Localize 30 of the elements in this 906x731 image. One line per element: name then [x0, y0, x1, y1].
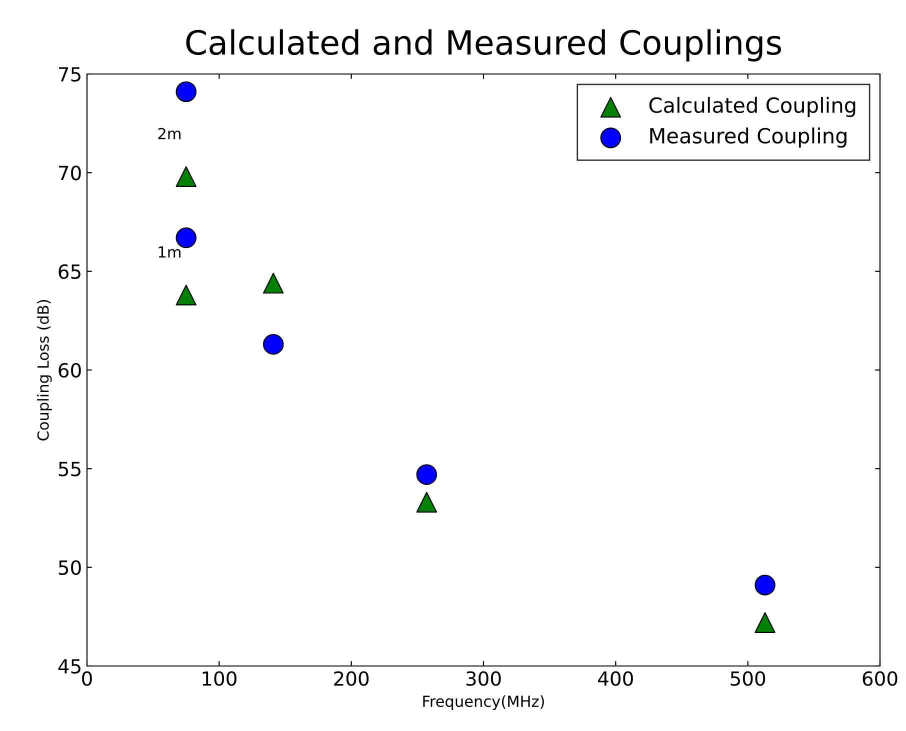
point [416, 464, 438, 485]
y-tick-label: 75 [58, 67, 80, 82]
point [262, 272, 284, 294]
point [176, 284, 196, 306]
annotation: 1m [158, 246, 180, 258]
chart-title: Calculated and Measured Couplings [186, 29, 782, 62]
point [754, 574, 776, 596]
point [416, 492, 438, 513]
y-tick-label: 50 [58, 560, 81, 575]
y-tick-label: 65 [58, 264, 80, 279]
x-tick-label: 100 [202, 671, 236, 686]
x-tick-label: 600 [862, 671, 898, 686]
point [262, 334, 284, 355]
y-tick-label: 70 [58, 166, 81, 180]
x-axis-title: Frequency(MHz) [423, 695, 544, 710]
x-tick-label: 500 [730, 671, 766, 686]
y-axis-title: Coupling Loss (dB) [37, 300, 52, 440]
y-tick-label: 45 [58, 659, 80, 674]
annotation: 2m [158, 128, 180, 140]
y-tick-label: 55 [58, 462, 80, 476]
point [176, 166, 196, 187]
legend-label: Calculated Coupling [649, 96, 856, 118]
x-tick-label: 300 [466, 671, 501, 686]
legend-label: Measured Coupling [650, 127, 846, 148]
x-tick-label: 0 [82, 671, 92, 686]
x-tick-label: 400 [598, 671, 633, 686]
point [176, 81, 196, 102]
x-tick-label: 200 [334, 671, 369, 686]
y-tick-label: 60 [58, 362, 81, 378]
point [754, 612, 776, 633]
